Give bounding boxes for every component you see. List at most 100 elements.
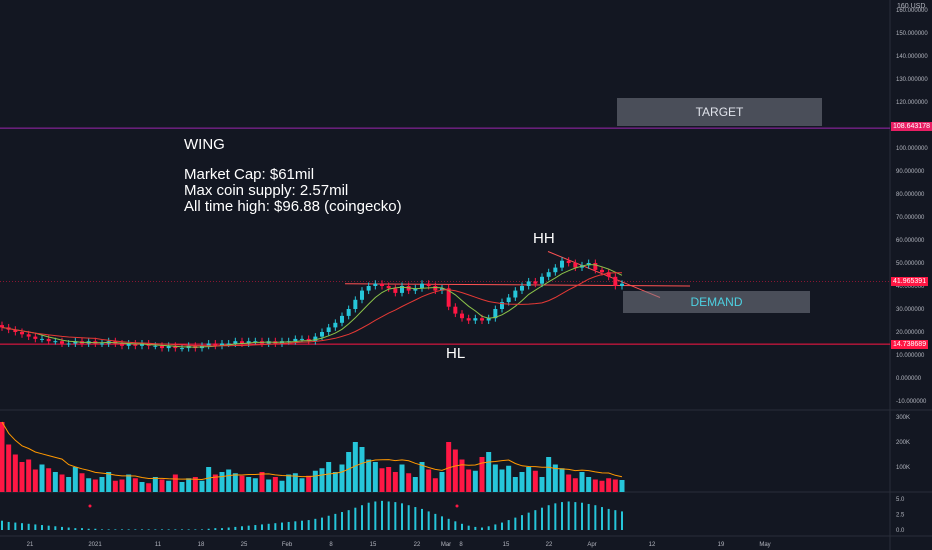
candle-body: [500, 302, 504, 309]
volume-bar: [79, 473, 85, 492]
volume-moving-average: [1, 421, 623, 481]
oscillator-bar: [27, 523, 30, 530]
volume-bar: [332, 472, 338, 492]
volume-bar: [259, 472, 265, 492]
candle-body: [33, 336, 38, 339]
oscillator-bar: [54, 526, 57, 530]
candle-body: [20, 332, 24, 335]
time-tick-label: 22: [414, 542, 421, 548]
volume-tick-label: 200K: [896, 440, 910, 446]
oscillator-bar: [474, 526, 477, 530]
candle-body: [346, 309, 351, 316]
volume-bar: [466, 469, 472, 492]
volume-bar: [0, 422, 5, 492]
candle-body: [440, 288, 444, 291]
oscillator-bar: [174, 529, 177, 530]
oscillator-bar: [621, 511, 623, 530]
target-price-label: 108.643178: [891, 122, 932, 131]
oscillator-bar: [601, 507, 603, 530]
demand-zone[interactable]: DEMAND: [623, 291, 810, 313]
candle-body: [60, 341, 64, 344]
volume-bar: [539, 477, 545, 492]
volume-bar: [452, 449, 458, 492]
oscillator-bar: [287, 521, 290, 530]
oscillator-bar: [567, 501, 570, 530]
oscillator-bar: [307, 520, 310, 530]
coin-title: WING: [184, 136, 225, 153]
volume-bar: [299, 478, 305, 492]
oscillator-bar: [234, 526, 237, 530]
oscillator-bar: [14, 522, 17, 530]
price-tick-label: 30.000000: [896, 307, 925, 313]
volume-bar: [532, 470, 538, 492]
candle-body: [426, 283, 431, 286]
candle-body: [306, 338, 311, 342]
oscillator-bar: [201, 529, 203, 530]
volume-bar: [186, 478, 192, 492]
oscillator-bar: [321, 517, 323, 530]
candle-body: [393, 288, 398, 293]
volume-bar: [66, 477, 72, 492]
candle-body: [546, 272, 551, 277]
candle-body: [40, 338, 44, 340]
volume-bar: [59, 474, 65, 492]
oscillator-bar: [67, 527, 70, 530]
oscillator-bar: [381, 500, 383, 530]
oscillator-bar: [447, 518, 450, 530]
price-tick-label: 60.000000: [896, 238, 925, 244]
market-cap-note: Market Cap: $61mil: [184, 166, 315, 183]
candle-body: [140, 343, 144, 346]
volume-bar: [432, 478, 438, 492]
time-tick-label: 15: [503, 542, 510, 548]
volume-bar: [132, 478, 138, 492]
candle-body: [606, 272, 611, 277]
oscillator-bar: [261, 524, 263, 530]
volume-bar: [386, 467, 392, 492]
candle-body: [473, 318, 478, 321]
candle-body: [480, 318, 484, 321]
time-tick-label: Mar: [441, 542, 451, 548]
oscillator-bar: [147, 529, 150, 530]
support-price-label: 14.738689: [891, 340, 929, 349]
oscillator-bar: [507, 520, 510, 530]
oscillator-bar: [347, 510, 350, 530]
oscillator-bar: [501, 522, 503, 530]
volume-bar: [506, 465, 512, 492]
candle-body: [560, 260, 564, 268]
candle-body: [360, 290, 364, 300]
oscillator-bar: [521, 515, 523, 530]
oscillator-bar: [614, 510, 617, 530]
oscillator-bar: [421, 508, 423, 530]
volume-bar: [439, 472, 445, 492]
time-tick-label: 15: [370, 542, 377, 548]
price-tick-label: 150.000000: [896, 31, 928, 37]
oscillator-bar: [187, 529, 190, 530]
candle-body: [600, 269, 604, 273]
volume-bar: [519, 472, 525, 492]
candle-body: [220, 343, 224, 346]
oscillator-bar: [161, 529, 163, 530]
oscillator-bar: [1, 520, 3, 530]
oscillator-bar: [281, 522, 283, 530]
oscillator-bar: [274, 523, 277, 530]
ath-note: All time high: $96.88 (coingecko): [184, 198, 402, 215]
volume-bar: [586, 477, 592, 492]
volume-bar: [306, 475, 312, 492]
volume-bar: [319, 468, 325, 492]
oscillator-bar: [87, 528, 90, 530]
candle-body: [573, 263, 578, 268]
target-zone[interactable]: TARGET: [617, 98, 822, 126]
oscillator-bar: [127, 529, 130, 530]
volume-bar: [339, 464, 345, 492]
oscillator-bar: [121, 529, 123, 530]
price-tick-label: 50.000000: [896, 261, 925, 267]
candle-body: [120, 343, 124, 346]
oscillator-bar: [487, 526, 490, 530]
oscillator-bar: [101, 529, 103, 530]
price-tick-label: 80.000000: [896, 192, 925, 198]
candle-body: [166, 345, 171, 349]
candle-body: [526, 281, 531, 286]
volume-bar: [152, 477, 158, 492]
